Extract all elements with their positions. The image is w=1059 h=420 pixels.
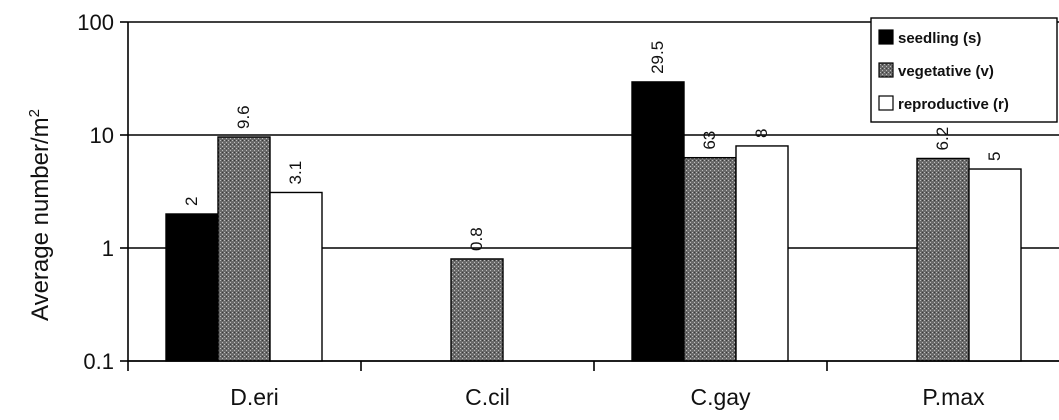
y-tick-label: 0.1 — [83, 349, 114, 374]
y-tick-label: 100 — [77, 10, 114, 35]
legend-box — [870, 17, 1058, 123]
bar-reproductive-deri — [269, 191, 323, 362]
legend-swatch — [878, 29, 894, 45]
x-tick-label: D.eri — [230, 384, 279, 410]
bar-vegetative-cgay — [683, 156, 737, 362]
data-label: 6.2 — [933, 127, 952, 151]
axes: 0.1 1 10 100 D.eri C.cil C.gay P.max — [77, 10, 1059, 410]
bar-seedling-cgay — [631, 81, 685, 362]
legend-label: reproductive (r) — [898, 96, 1009, 113]
bar-vegetative-pmax — [916, 157, 970, 362]
data-label: 63 — [700, 131, 719, 150]
y-axis-title: Average number/m2 — [26, 109, 54, 321]
bar-vegetative-ccil — [450, 258, 504, 362]
data-label: 29.5 — [648, 41, 667, 74]
legend: seedling (s) vegetative (v) reproductive (… — [870, 17, 1058, 123]
bar-seedling-deri — [165, 213, 219, 362]
data-label: 3.1 — [286, 161, 305, 185]
bar-reproductive-pmax — [968, 168, 1022, 362]
data-labels: 2 29.5 9.6 0.8 63 6.2 3.1 8 5 — [182, 41, 1004, 251]
x-tick-label: C.gay — [690, 384, 751, 410]
x-tick-label: C.cil — [465, 384, 510, 410]
data-label: 5 — [985, 152, 1004, 161]
y-axis-title-superscript: 2 — [26, 109, 43, 117]
y-tick-label: 10 — [90, 123, 114, 148]
data-label: 0.8 — [467, 227, 486, 251]
legend-swatch — [878, 95, 894, 111]
data-label: 2 — [182, 197, 201, 206]
data-label: 8 — [752, 128, 771, 137]
bar-reproductive-cgay — [735, 145, 789, 362]
legend-swatch — [878, 62, 894, 78]
x-tick-label: P.max — [922, 384, 985, 410]
y-tick-label: 1 — [102, 236, 114, 261]
legend-label: vegetative (v) — [898, 63, 994, 80]
bars — [165, 81, 1022, 362]
legend-label: seedling (s) — [898, 30, 981, 47]
bar-vegetative-deri — [217, 136, 271, 362]
data-label: 9.6 — [234, 105, 253, 129]
